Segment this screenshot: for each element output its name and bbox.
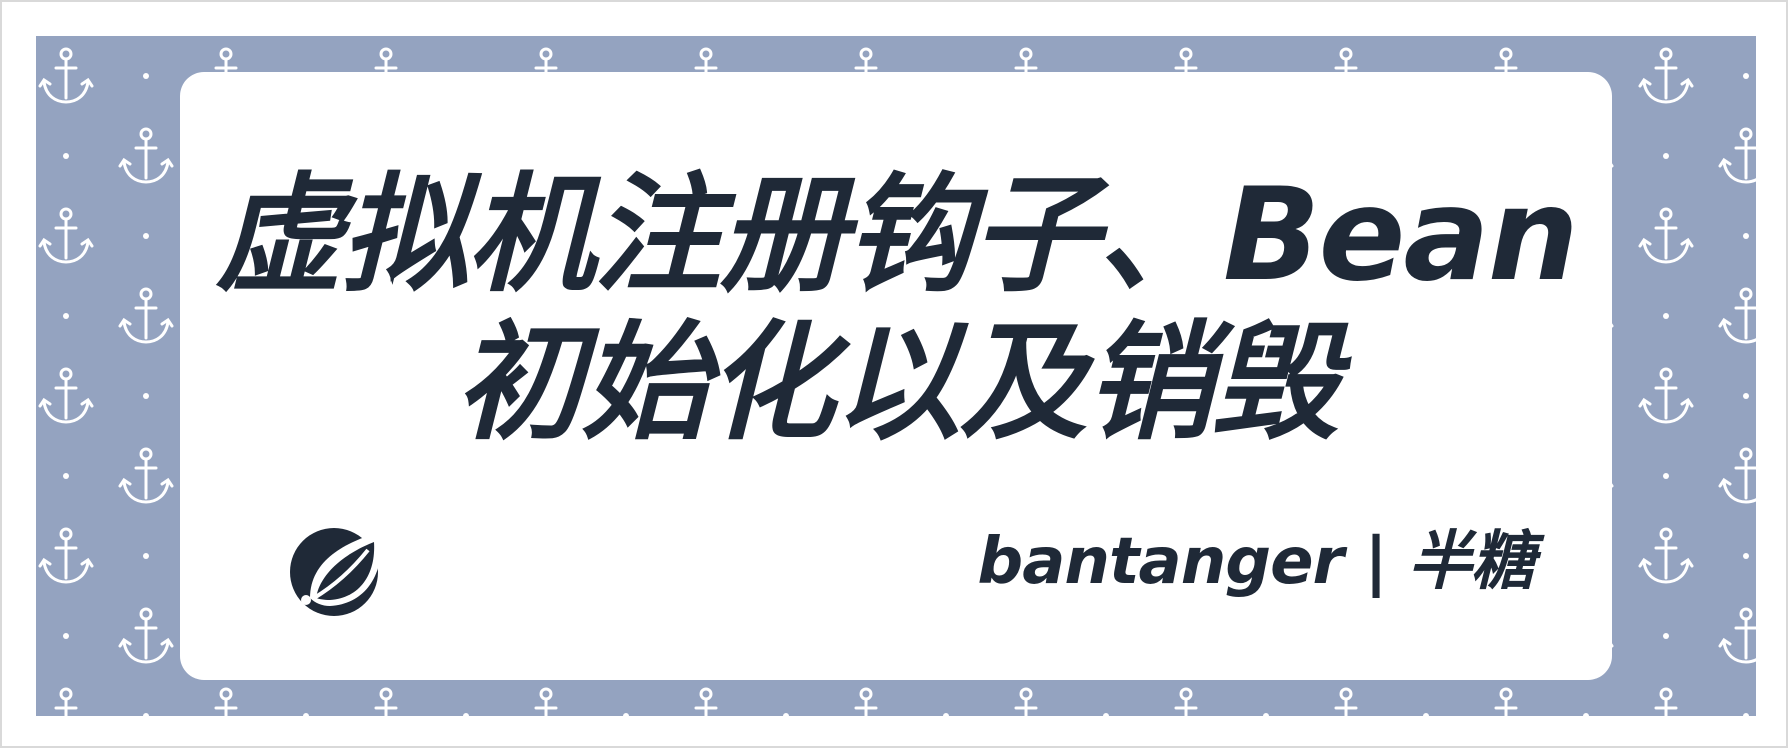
anchor-icon [1494,687,1518,716]
anchor-icon [1174,687,1198,716]
anchor-icon [38,367,94,424]
anchor-icon [1638,367,1694,424]
author-label: bantanger | 半糖 [977,525,1535,599]
anchor-icon [1638,527,1694,584]
anchor-icon [118,447,174,504]
pattern-dot [1663,633,1669,639]
pattern-dot [303,713,309,716]
pattern-dot [1743,553,1749,559]
anchor-icon [1014,687,1038,716]
pattern-dot [63,153,69,159]
pattern-dot [63,633,69,639]
anchor-icon [118,607,174,664]
anchor-icon [1718,127,1756,184]
pattern-dot [1743,393,1749,399]
pattern-dot [143,553,149,559]
pattern-dot [1583,713,1589,716]
anchor-icon [38,207,94,264]
pattern-dot [623,713,629,716]
pattern-dot [63,313,69,319]
anchor-icon [534,687,558,716]
anchor-icon [118,127,174,184]
page-title: 虚拟机注册钩子、Bean 初始化以及销毁 [180,162,1612,458]
anchor-icon [214,687,238,716]
anchor-icon [118,287,174,344]
pattern-dot [1423,713,1429,716]
pattern-dot [1103,713,1109,716]
title-line-2: 初始化以及销毁 [454,309,1339,458]
pattern-dot [463,713,469,716]
pattern-dot [143,233,149,239]
pattern-dot [783,713,789,716]
anchor-icon [54,687,78,716]
anchor-icon [854,687,878,716]
pattern-dot [143,713,149,716]
anchor-icon [1718,607,1756,664]
pattern-dot [1743,233,1749,239]
anchor-icon [1718,287,1756,344]
anchor-icon [1718,447,1756,504]
pattern-dot [143,73,149,79]
pattern-dot [1263,713,1269,716]
pattern-dot [943,713,949,716]
anchor-icon [1654,687,1678,716]
anchor-icon [38,47,94,104]
anchor-icon [1638,207,1694,264]
anchor-icon [374,687,398,716]
anchor-icon [38,527,94,584]
pattern-dot [143,393,149,399]
title-line-1: 虚拟机注册钩子、Bean [215,161,1579,310]
pattern-dot [1663,313,1669,319]
anchor-icon [694,687,718,716]
spring-leaf-icon [290,528,382,616]
pattern-dot [63,473,69,479]
anchor-icon [1638,47,1694,104]
pattern-dot [1663,153,1669,159]
pattern-dot [1743,73,1749,79]
pattern-dot [1663,473,1669,479]
pattern-dot [1743,713,1749,716]
title-card: 虚拟机注册钩子、Bean 初始化以及销毁 bantanger | 半糖 [180,72,1612,680]
anchor-icon [1334,687,1358,716]
